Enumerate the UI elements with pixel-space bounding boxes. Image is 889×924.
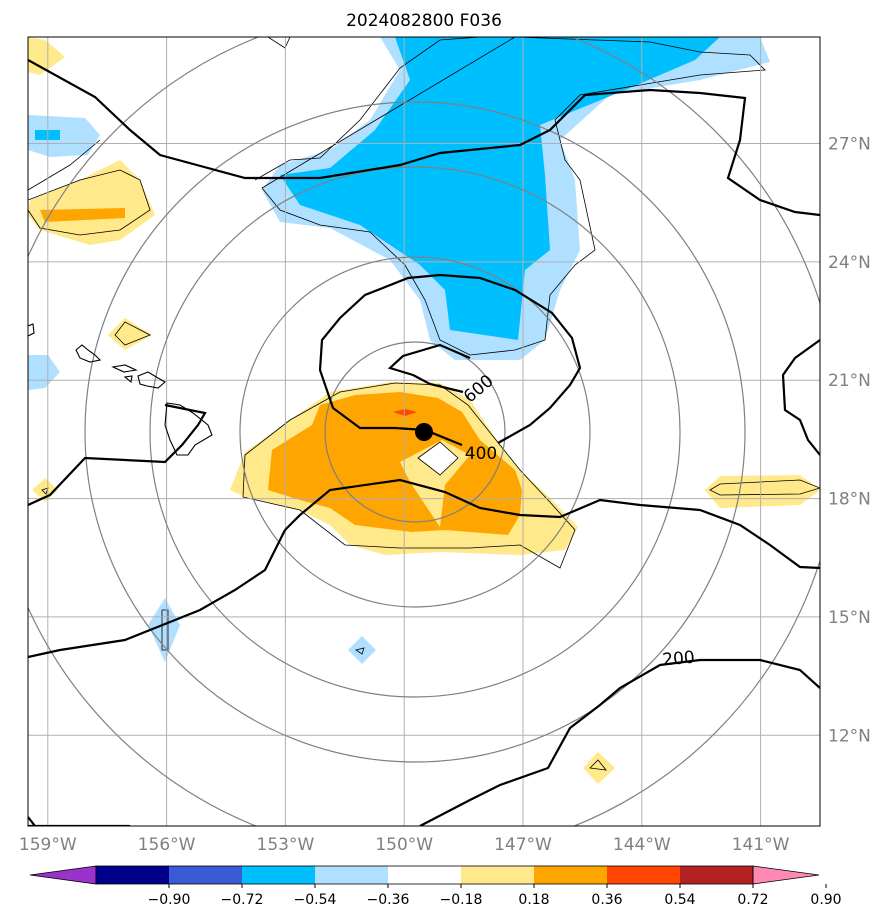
colorbar-label: −0.54 [294, 892, 337, 908]
map-panel: 600 400 200 [28, 37, 820, 826]
colorbar-segment [96, 866, 170, 884]
thin-contour-west-3 [114, 321, 151, 346]
colorbar-label: 0.90 [810, 892, 841, 908]
range-ring-2 [239, 256, 591, 608]
x-tick-labels: 159°W 156°W 153°W 150°W 147°W 144°W 141°W [19, 835, 790, 855]
fill-light-blue-west-1 [28, 115, 100, 157]
island-maui [137, 371, 166, 389]
island-oahu [75, 344, 102, 363]
thick-contour-600 [318, 273, 582, 447]
fill-yellow-west-3 [108, 318, 152, 350]
island-lanai [123, 375, 133, 384]
thin-contour-west-2 [28, 139, 101, 191]
colorbar-frame [95, 865, 754, 885]
thick-contour-200 [28, 658, 820, 826]
colorbar-label: 0.18 [518, 892, 549, 908]
contour-label-200: 200 [662, 648, 696, 671]
fill-yellow-east-1 [705, 475, 820, 508]
x-tick-label: 153°W [257, 835, 315, 855]
range-ring-3 [149, 166, 681, 698]
island-kauai [28, 323, 35, 337]
thick-contour-north [28, 59, 820, 217]
shaded-fields [28, 37, 820, 784]
thin-contour-east [709, 479, 820, 496]
y-tick-labels: 27°N 24°N 21°N 18°N 15°N 12°N [828, 135, 871, 747]
colorbar-segment [534, 866, 608, 884]
island-molokai [111, 364, 138, 373]
fill-deep-blue-north [280, 37, 720, 340]
colorbar-segment [461, 866, 535, 884]
y-tick-label: 12°N [828, 726, 871, 746]
thin-contour-eye [417, 441, 459, 476]
fill-yellow-west-2 [28, 160, 155, 245]
x-tick-label: 159°W [19, 835, 77, 855]
fill-light-blue-south-1 [148, 598, 180, 662]
x-tick-label: 141°W [732, 835, 790, 855]
fill-light-blue-west-2 [28, 355, 60, 390]
chart-title: 2024082800 F036 [346, 11, 502, 31]
thin-contour-south-3 [355, 647, 365, 655]
colorbar-label: 0.72 [737, 892, 768, 908]
colorbar-label: −0.90 [148, 892, 191, 908]
colorbar-segment [680, 866, 754, 884]
thick-contours [28, 59, 820, 826]
thick-contour-east [781, 339, 820, 456]
thin-contour-south-2 [589, 759, 607, 771]
thick-contour-center-link [28, 529, 286, 659]
x-tick-label: 147°W [494, 835, 552, 855]
colorbar-label: 0.36 [591, 892, 622, 908]
fill-yellow-west-4 [32, 478, 58, 502]
fill-white-eye [418, 442, 458, 475]
colorbar-segment [607, 866, 681, 884]
colorbar-label: −0.72 [221, 892, 264, 908]
range-rings [28, 37, 820, 826]
y-tick-label: 15°N [828, 608, 871, 628]
fill-red-center [393, 409, 417, 416]
colorbar: −0.90 −0.72 −0.54 −0.36 −0.18 0.18 0.36 0.54 0.7… [29, 865, 842, 908]
x-tick-label: 144°W [613, 835, 671, 855]
colorbar-extend-low [29, 865, 97, 885]
x-tick-label: 150°W [375, 835, 433, 855]
x-tick-label: 156°W [138, 835, 196, 855]
colorbar-segment [388, 866, 462, 884]
range-ring-1 [324, 341, 506, 523]
map-frame [27, 36, 821, 827]
y-tick-label: 18°N [828, 490, 871, 510]
fill-light-blue-south-2 [348, 636, 376, 664]
colorbar-extend-high [752, 865, 820, 885]
storm-center-marker [415, 423, 433, 441]
colorbar-segment [315, 866, 389, 884]
y-tick-label: 27°N [828, 135, 871, 155]
colorbar-segment [242, 866, 316, 884]
colorbar-label: −0.36 [367, 892, 410, 908]
thin-contour-west-4 [41, 487, 49, 495]
colorbar-label: 0.54 [664, 892, 695, 908]
thick-contour-400 [28, 403, 820, 570]
range-ring-4 [84, 101, 746, 763]
colorbar-label: −0.18 [440, 892, 483, 908]
fill-yellow-east-2 [583, 752, 615, 784]
contour-label-400: 400 [465, 444, 497, 464]
y-tick-label: 24°N [828, 253, 871, 273]
fill-orange-west-2 [40, 208, 125, 222]
thin-contour-west-1 [28, 169, 151, 236]
colorbar-segment [169, 866, 243, 884]
y-tick-label: 21°N [828, 371, 871, 391]
